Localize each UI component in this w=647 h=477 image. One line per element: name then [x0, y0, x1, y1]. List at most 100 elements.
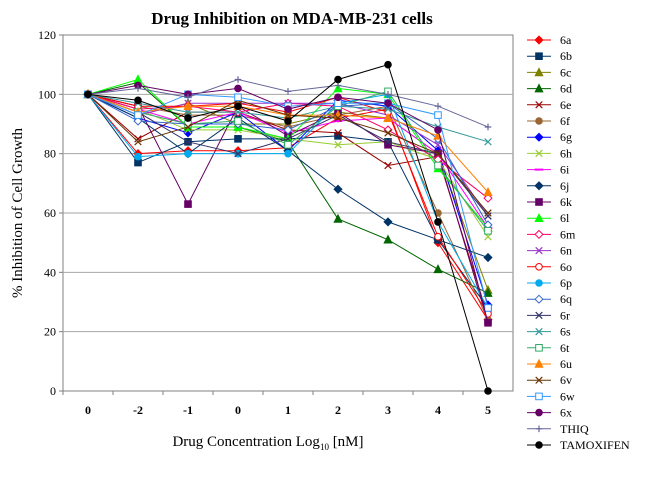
legend-marker — [535, 425, 543, 433]
legend-item: TAMOXIFEN — [527, 438, 630, 452]
x-tick-label: 5 — [485, 403, 491, 417]
data-point — [234, 93, 242, 102]
legend-item: 6k — [527, 195, 572, 209]
data-point — [383, 217, 393, 227]
legend-label: 6b — [560, 49, 572, 63]
legend-label: 6e — [560, 98, 571, 112]
data-point — [384, 138, 392, 146]
data-point — [134, 152, 142, 161]
data-point — [484, 209, 492, 217]
data-point — [434, 111, 442, 119]
legend-marker — [535, 327, 543, 336]
data-point — [483, 252, 493, 263]
legend-marker — [535, 441, 543, 449]
data-point — [383, 125, 393, 135]
legend-label: 6h — [560, 146, 572, 160]
legend-item: 6n — [527, 244, 572, 258]
data-point — [284, 105, 292, 113]
legend-item: 6t — [527, 341, 570, 355]
legend-marker — [534, 181, 544, 191]
legend-item: 6s — [527, 325, 571, 339]
legend-marker — [534, 83, 544, 93]
y-tick-label: 120 — [38, 28, 56, 42]
x-tick-label: 0 — [85, 403, 91, 417]
data-point — [234, 149, 242, 158]
data-point — [333, 184, 343, 194]
legend-marker — [535, 246, 543, 255]
data-point — [434, 149, 442, 158]
legend-marker — [534, 67, 544, 77]
data-point — [284, 88, 292, 95]
legend-label: TAMOXIFEN — [560, 438, 630, 452]
legend-item: 6v — [527, 373, 572, 387]
legend-item: 6x — [527, 406, 572, 420]
data-point — [383, 112, 393, 122]
legend-item: 6e — [527, 98, 571, 112]
legend-label: 6l — [560, 211, 570, 225]
data-point — [234, 135, 242, 143]
legend-label: 6q — [560, 292, 572, 306]
data-point — [383, 234, 393, 244]
legend-marker — [534, 229, 544, 240]
data-point — [334, 129, 342, 137]
data-point — [183, 101, 193, 110]
legend-marker — [535, 198, 543, 206]
legend-marker — [535, 392, 543, 401]
y-axis-label: % Inhibition of Cell Growth — [10, 128, 26, 298]
y-tick-label: 80 — [44, 147, 56, 161]
data-point — [284, 149, 292, 158]
data-point — [334, 114, 342, 122]
x-tick-label: 0 — [235, 403, 241, 417]
legend-label: 6t — [560, 341, 570, 355]
legend-marker — [535, 311, 543, 320]
legend-marker — [534, 213, 544, 222]
data-point — [184, 123, 192, 131]
legend-item: 6g — [527, 130, 572, 144]
x-axis-label-unit: [nM] — [329, 434, 364, 450]
legend-item: 6l — [527, 211, 570, 225]
legend-marker — [535, 408, 543, 417]
x-axis-label-main: Drug Concentration Log — [172, 434, 320, 450]
data-point — [134, 111, 142, 119]
data-point — [334, 75, 342, 84]
data-point — [484, 387, 492, 395]
data-point — [184, 149, 192, 158]
data-point — [134, 85, 142, 92]
data-point — [484, 318, 492, 327]
legend-label: 6r — [560, 308, 570, 322]
legend-label: 6c — [560, 65, 571, 79]
data-point — [333, 213, 343, 223]
data-point — [234, 102, 242, 110]
legend-label: 6u — [560, 357, 572, 371]
legend-label: 6x — [560, 406, 572, 420]
x-tick-label: -1 — [183, 403, 193, 417]
legend-label: 6d — [560, 82, 572, 96]
data-point — [384, 99, 392, 108]
data-point — [434, 126, 442, 134]
data-point — [384, 60, 392, 69]
legend-item: 6q — [527, 292, 572, 306]
plot-area: 0 20 40 60 80 100 120 0 -2 -1 0 1 2 3 4 5 — [38, 28, 514, 417]
legend-label: 6k — [560, 195, 572, 209]
data-point — [183, 128, 193, 138]
legend-marker — [534, 294, 544, 304]
legend-marker — [534, 35, 544, 45]
data-point — [334, 141, 342, 149]
data-point — [184, 94, 192, 101]
legend-marker — [535, 117, 543, 125]
legend-label: 6f — [560, 114, 570, 128]
legend-item: THIQ — [527, 422, 589, 436]
legend-item: 6p — [527, 276, 572, 290]
legend-label: 6v — [560, 373, 572, 387]
legend-item: 6r — [527, 308, 570, 322]
data-point — [234, 117, 242, 125]
legend-item: 6c — [527, 65, 571, 79]
legend-item: 6i — [527, 163, 570, 177]
legend-item: 6b — [527, 49, 572, 63]
series-tamoxifen — [84, 60, 492, 395]
data-point — [484, 123, 492, 131]
legend-marker — [535, 376, 543, 384]
legend-marker — [535, 344, 543, 352]
x-tick-label: 2 — [335, 403, 341, 417]
